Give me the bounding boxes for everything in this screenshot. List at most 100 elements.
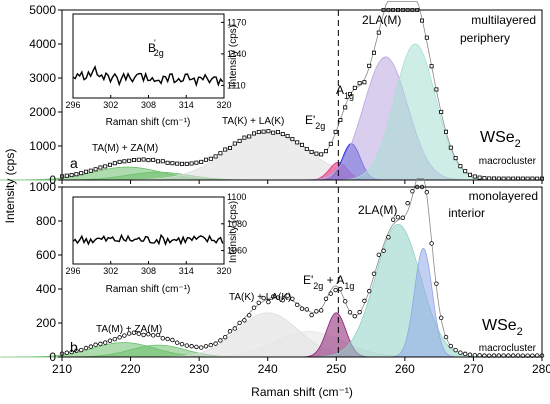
- data-point-0-66: [376, 30, 381, 35]
- data-point-1-10: [107, 338, 113, 343]
- data-point-1-77: [429, 241, 434, 246]
- data-point-1-22: [165, 336, 170, 342]
- data-point-0-78: [434, 87, 439, 92]
- data-point-1-14: [126, 331, 132, 336]
- data-point-1-28: [194, 344, 199, 350]
- data-point-1-83: [458, 350, 463, 355]
- data-point-0-51: [304, 146, 309, 151]
- data-point-1-44: [271, 294, 276, 299]
- data-point-0-85: [467, 172, 472, 177]
- xtick-label-1-4: 250: [326, 362, 346, 376]
- ytick-label-1-4: 800: [36, 214, 56, 228]
- data-point-1-18: [146, 332, 151, 337]
- data-point-0-48: [290, 137, 295, 142]
- xtick-label-1-7: 280: [532, 362, 550, 376]
- data-point-0-61: [352, 85, 357, 90]
- data-point-1-50: [299, 306, 305, 311]
- data-point-0-84: [463, 169, 468, 174]
- data-point-0-49: [295, 140, 300, 145]
- data-point-1-81: [448, 343, 453, 349]
- data-point-0-7: [93, 167, 98, 172]
- panel-b: 0 200 400 600 800 1000 210 220 230 240 250 260 270 2…: [0, 178, 550, 376]
- data-point-0-53: [314, 151, 319, 156]
- xtick-label-1-3: 240: [258, 362, 278, 376]
- data-point-1-85: [467, 352, 473, 357]
- data-point-0-59: [343, 105, 348, 110]
- data-point-0-32: [213, 154, 218, 159]
- data-point-1-73: [410, 189, 415, 194]
- ytick-label-0-4: 4000: [29, 37, 56, 51]
- data-point-0-46: [280, 132, 285, 137]
- data-point-0-62: [357, 81, 362, 86]
- data-point-0-38: [242, 135, 247, 140]
- data-point-1-47: [285, 293, 290, 298]
- data-point-1-60: [347, 310, 353, 315]
- data-point-0-50: [299, 142, 304, 147]
- data-point-0-75: [419, 18, 424, 23]
- ytick-label-1-0: 0: [49, 350, 56, 364]
- inset-trace-1: [72, 233, 224, 247]
- xtick-label-1-1: 220: [121, 362, 141, 376]
- data-point-1-41: [256, 300, 261, 306]
- data-point-0-31: [208, 156, 213, 161]
- data-point-1-78: [434, 281, 439, 286]
- data-point-1-11: [112, 336, 117, 342]
- data-point-0-79: [439, 109, 444, 114]
- ytick-label-1-1: 200: [36, 316, 56, 330]
- data-point-1-54: [319, 308, 324, 313]
- data-point-0-17: [141, 157, 146, 162]
- data-point-1-56: [328, 291, 333, 296]
- data-point-0-58: [338, 117, 343, 122]
- data-point-0-56: [328, 141, 333, 146]
- data-point-1-63: [362, 298, 367, 304]
- data-point-1-30: [203, 344, 209, 349]
- data-point-0-60: [347, 92, 352, 97]
- data-point-1-84: [463, 351, 468, 357]
- data-point-0-20: [155, 159, 160, 164]
- annotation-e2g-b: E'2g + A1g: [303, 273, 354, 291]
- data-point-0-23: [170, 161, 175, 166]
- inset-xtick-label-1-2: 308: [141, 266, 156, 276]
- data-point-0-9: [103, 164, 108, 169]
- data-point-0-86: [472, 174, 477, 179]
- inset-xtick-label-0-3: 314: [179, 100, 194, 110]
- data-point-1-40: [251, 305, 257, 310]
- data-point-0-3: [74, 172, 79, 177]
- data-point-0-45: [275, 130, 280, 135]
- data-point-1-35: [227, 329, 233, 334]
- ytick-label-0-2: 2000: [29, 105, 56, 119]
- data-point-1-13: [122, 333, 127, 338]
- data-point-0-52: [309, 149, 314, 154]
- data-point-0-87: [477, 175, 482, 180]
- annotation-tala-a: TA(K) + LA(K): [222, 116, 284, 127]
- data-point-0-82: [453, 156, 458, 161]
- inset-xtick-label-1-3: 314: [179, 266, 194, 276]
- data-point-1-61: [352, 313, 357, 319]
- data-point-1-82: [453, 347, 458, 353]
- inset-xtick-label-1-4: 320: [216, 266, 231, 276]
- panel-a-label: a: [70, 155, 78, 171]
- data-point-1-36: [232, 326, 237, 331]
- data-point-0-28: [194, 160, 199, 165]
- data-point-0-37: [237, 138, 242, 143]
- data-point-0-30: [203, 157, 208, 162]
- x-axis-label: Raman shift (cm⁻¹): [251, 385, 353, 399]
- inset-ytick-label-0-2: 1170: [227, 17, 246, 27]
- data-point-1-33: [218, 338, 223, 343]
- data-point-1-45: [275, 295, 281, 300]
- panel-a: 0 1000 2000 3000 4000 5000 296 302 308 314 320 11…: [0, 1, 545, 187]
- data-point-0-5: [84, 169, 89, 174]
- data-point-1-8: [98, 341, 103, 347]
- desc-a-line1: multilayered: [471, 13, 536, 27]
- data-point-1-53: [314, 309, 319, 314]
- data-point-0-39: [247, 134, 252, 139]
- data-point-1-51: [304, 307, 309, 312]
- data-point-0-36: [232, 141, 237, 146]
- data-point-1-24: [174, 340, 180, 345]
- data-point-1-39: [246, 313, 252, 318]
- xtick-label-1-0: 210: [52, 362, 72, 376]
- data-point-1-21: [160, 336, 165, 341]
- data-point-1-72: [405, 201, 410, 206]
- data-point-0-22: [165, 160, 170, 165]
- data-point-0-6: [88, 168, 93, 173]
